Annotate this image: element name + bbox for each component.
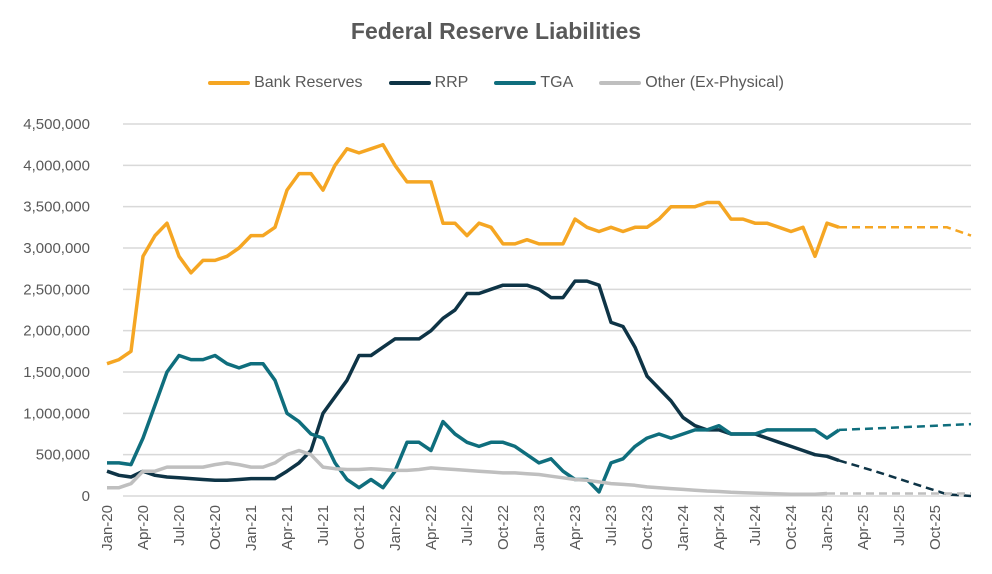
x-tick-label: Jan-23	[531, 505, 548, 551]
x-tick-label: Jan-20	[99, 505, 116, 551]
x-tick-label: Apr-25	[855, 505, 872, 550]
x-tick-label: Jul-24	[747, 505, 764, 546]
series-line-rrp	[106, 279, 840, 483]
legend-item-other: Other (Ex-Physical)	[599, 74, 784, 92]
x-tick-label: Oct-23	[639, 505, 656, 550]
x-tick-label: Jan-24	[675, 505, 692, 551]
x-tick-label: Jan-25	[819, 505, 836, 551]
x-tick-label: Oct-22	[495, 505, 512, 550]
legend-item-rrp: RRP	[388, 74, 469, 92]
series-line-bank-reserves	[106, 142, 840, 366]
legend-label: TGA	[540, 74, 574, 91]
chart-title: Federal Reserve Liabilities	[350, 18, 642, 44]
projection-line-bank-reserves	[839, 226, 972, 237]
x-tick-label: Jul-21	[315, 505, 332, 546]
y-tick-label: 500,000	[36, 447, 90, 464]
legend-label: Bank Reserves	[254, 74, 363, 91]
x-tick-label: Jan-22	[387, 505, 404, 551]
legend: Bank Reserves RRP TGA Other (Ex-Physical…	[0, 74, 992, 92]
x-tick-label: Jul-25	[891, 505, 908, 546]
projection-line-rrp	[838, 459, 972, 498]
legend-label: Other (Ex-Physical)	[645, 74, 784, 91]
y-tick-label: 1,000,000	[23, 405, 90, 422]
x-tick-label: Jul-23	[603, 505, 620, 546]
y-tick-label: 2,000,000	[23, 323, 90, 340]
x-tick-label: Apr-20	[135, 505, 152, 550]
x-tick-label: Jul-20	[171, 505, 188, 546]
x-tick-label: Apr-21	[279, 505, 296, 550]
y-tick-label: 2,500,000	[23, 281, 90, 298]
x-tick-label: Jan-21	[243, 505, 260, 551]
legend-item-bank-reserves: Bank Reserves	[208, 74, 363, 92]
x-tick-label: Oct-21	[351, 505, 368, 550]
y-tick-label: 4,500,000	[23, 116, 90, 133]
legend-swatch	[599, 81, 642, 85]
legend-swatch	[388, 81, 431, 85]
legend-swatch	[208, 81, 251, 85]
x-tick-label: Oct-25	[927, 505, 944, 550]
series-line-other-ex-physical	[107, 448, 828, 497]
y-tick-label: 4,000,000	[23, 157, 90, 174]
legend-label: RRP	[434, 74, 469, 91]
legend-item-tga: TGA	[494, 74, 573, 92]
legend-swatch	[494, 81, 537, 85]
x-tick-label: Apr-23	[567, 505, 584, 550]
series-line-tga	[107, 353, 840, 494]
x-tick-label: Apr-24	[711, 505, 728, 550]
projection-line-tga	[838, 422, 972, 432]
x-tick-label: Oct-20	[207, 505, 224, 550]
x-tick-label: Oct-24	[783, 505, 800, 550]
y-tick-label: 3,000,000	[23, 240, 90, 257]
x-tick-label: Apr-22	[423, 505, 440, 550]
y-tick-label: 3,500,000	[23, 199, 90, 216]
y-tick-label: 0	[82, 488, 90, 505]
y-tick-label: 1,500,000	[23, 364, 90, 381]
x-tick-label: Jul-22	[459, 505, 476, 546]
